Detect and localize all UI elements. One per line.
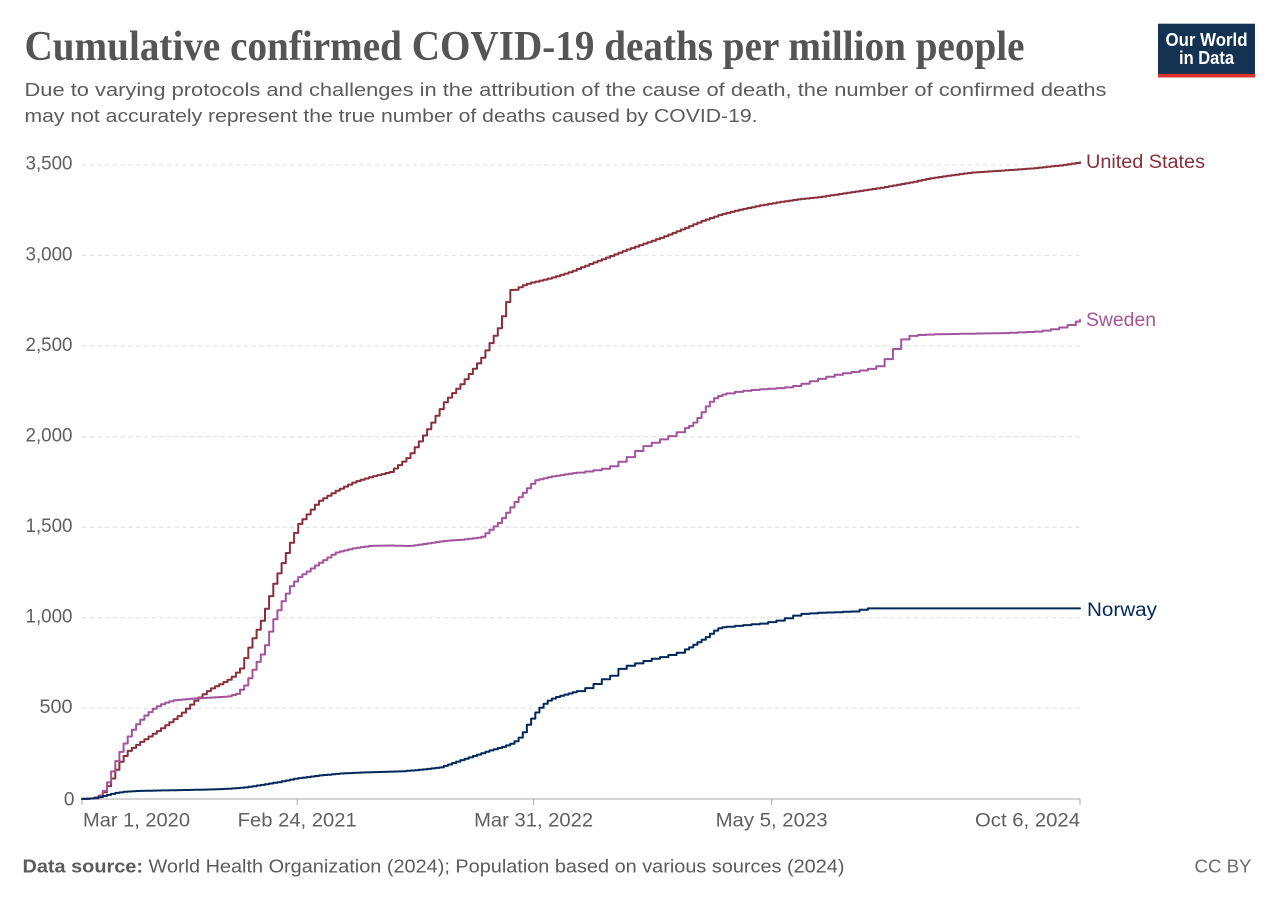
svg-text:2,000: 2,000 [26, 425, 73, 446]
svg-text:3,500: 3,500 [26, 154, 73, 175]
svg-text:Oct 6, 2024: Oct 6, 2024 [975, 811, 1080, 832]
svg-text:Data source: World Health Orga: Data source: World Health Organization (… [23, 856, 845, 877]
svg-text:Mar 31, 2022: Mar 31, 2022 [474, 811, 593, 832]
svg-text:1,000: 1,000 [26, 607, 73, 628]
svg-text:3,000: 3,000 [26, 244, 73, 265]
svg-text:Cumulative confirmed COVID-19: Cumulative confirmed COVID-19 deaths per… [25, 24, 1025, 70]
svg-text:CC BY: CC BY [1195, 856, 1252, 877]
svg-text:Due to varying protocols and c: Due to varying protocols and challenges … [25, 79, 1107, 100]
svg-text:Feb 24, 2021: Feb 24, 2021 [238, 811, 357, 832]
svg-text:Norway: Norway [1087, 600, 1158, 621]
svg-text:1,500: 1,500 [26, 516, 73, 537]
svg-text:Sweden: Sweden [1086, 310, 1156, 331]
svg-text:may not accurately represent t: may not accurately represent the true nu… [25, 105, 758, 126]
svg-text:500: 500 [40, 697, 73, 718]
svg-text:2,500: 2,500 [26, 335, 73, 356]
svg-text:Mar 1, 2020: Mar 1, 2020 [83, 811, 190, 832]
svg-text:in Data: in Data [1179, 47, 1235, 68]
svg-text:Our World: Our World [1166, 29, 1248, 50]
svg-text:United States: United States [1086, 152, 1205, 173]
svg-text:May 5, 2023: May 5, 2023 [716, 811, 828, 832]
svg-text:0: 0 [64, 790, 75, 811]
